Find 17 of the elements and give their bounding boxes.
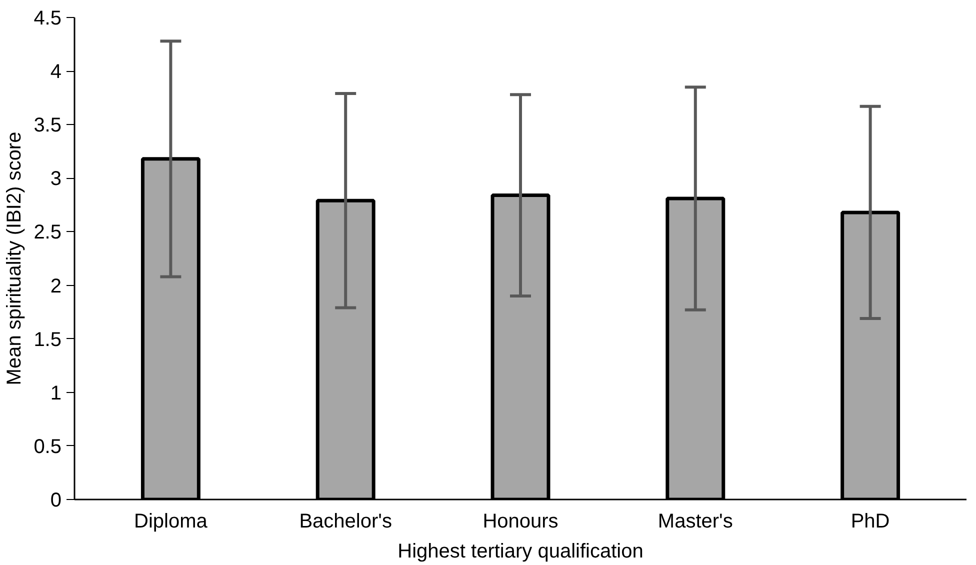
x-tick-label: Diploma: [134, 510, 208, 532]
y-tick-label: 4: [50, 61, 62, 84]
y-tick-label: 2.5: [34, 222, 62, 244]
x-axis-title: Highest tertiary qualification: [398, 540, 644, 562]
x-tick-label: Honours: [482, 510, 558, 532]
x-tick-label: Master's: [658, 510, 733, 532]
x-tick-label: PhD: [850, 510, 890, 532]
y-tick-label: 2: [50, 275, 62, 298]
x-tick-label: Bachelor's: [299, 510, 392, 532]
y-tick-label: 0: [50, 490, 62, 512]
y-tick-label: 4.5: [34, 8, 62, 30]
y-axis-title: Mean spirituality (IBI2) score: [4, 132, 26, 386]
y-tick-label: 1.5: [34, 328, 62, 351]
y-tick-label: 3.5: [34, 114, 62, 137]
y-tick-label: 0.5: [34, 436, 62, 458]
y-tick-label: 3: [50, 168, 62, 190]
y-tick-label: 1: [50, 382, 62, 404]
